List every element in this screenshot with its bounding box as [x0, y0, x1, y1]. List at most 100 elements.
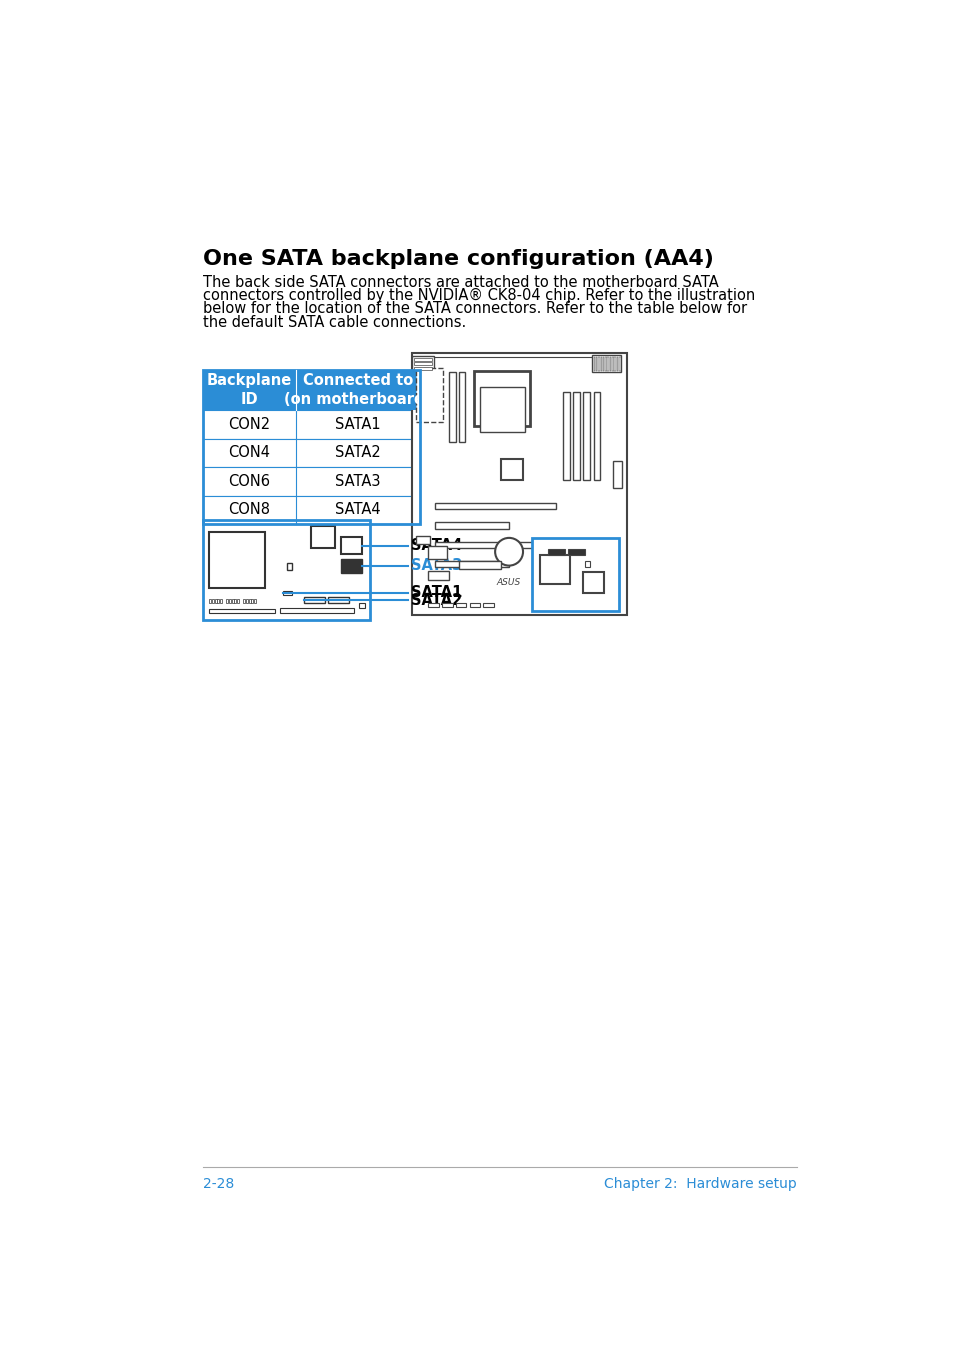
Text: SATA4: SATA4 — [335, 503, 380, 517]
Text: CON4: CON4 — [228, 446, 270, 461]
Bar — [567, 550, 584, 555]
Bar — [435, 523, 509, 528]
Bar — [604, 357, 606, 370]
Text: CON8: CON8 — [228, 503, 270, 517]
Bar — [328, 597, 349, 604]
Bar — [539, 555, 569, 584]
Bar — [209, 609, 274, 612]
Bar — [614, 357, 616, 370]
Bar — [203, 370, 419, 524]
Bar — [441, 603, 452, 607]
Bar — [209, 532, 265, 588]
Bar — [584, 561, 590, 567]
Bar — [479, 386, 524, 431]
Bar — [547, 550, 564, 555]
Bar — [203, 520, 369, 620]
Circle shape — [495, 538, 522, 566]
Bar — [435, 561, 509, 567]
Text: SATA1: SATA1 — [335, 417, 380, 432]
Bar — [246, 598, 248, 603]
Text: SATA4: SATA4 — [410, 538, 461, 553]
Bar — [252, 598, 253, 603]
Bar — [212, 598, 213, 603]
Bar — [458, 373, 464, 442]
Bar — [617, 357, 618, 370]
Bar — [607, 357, 608, 370]
Bar — [435, 503, 555, 509]
Bar — [236, 598, 239, 603]
Bar — [602, 357, 604, 370]
Text: Connected to
(on motherboard): Connected to (on motherboard) — [284, 373, 431, 407]
Bar — [532, 538, 618, 611]
Text: Backplane
ID: Backplane ID — [207, 373, 292, 407]
Bar — [286, 563, 292, 570]
Bar — [592, 355, 620, 373]
Text: SATA3: SATA3 — [410, 558, 461, 573]
Bar — [416, 369, 443, 423]
Bar — [618, 357, 620, 370]
Text: connectors controlled by the NVIDIA® CK8-04 chip. Refer to the illustration: connectors controlled by the NVIDIA® CK8… — [203, 288, 755, 304]
Bar — [414, 362, 432, 365]
Text: CON6: CON6 — [228, 474, 270, 489]
Bar — [458, 561, 500, 569]
Bar — [612, 461, 621, 488]
Bar — [249, 598, 251, 603]
Bar — [599, 357, 601, 370]
Text: SATA2: SATA2 — [335, 446, 380, 461]
Bar — [282, 590, 292, 594]
Bar — [243, 598, 245, 603]
Bar — [414, 358, 432, 361]
Bar — [280, 608, 354, 612]
Bar — [220, 598, 222, 603]
Bar — [203, 439, 419, 467]
Text: SATA1: SATA1 — [410, 585, 461, 600]
Bar — [359, 603, 365, 608]
Bar — [203, 496, 419, 524]
Text: CON2: CON2 — [228, 417, 271, 432]
Bar — [456, 603, 466, 607]
Text: ASUS: ASUS — [497, 578, 520, 588]
Bar — [474, 370, 530, 426]
Bar — [214, 598, 216, 603]
Bar — [412, 357, 434, 370]
Text: The back side SATA connectors are attached to the motherboard SATA: The back side SATA connectors are attach… — [203, 276, 718, 290]
Bar — [217, 598, 219, 603]
Bar — [596, 357, 597, 370]
Bar — [414, 367, 432, 370]
Bar — [234, 598, 236, 603]
Text: below for the location of the SATA connectors. Refer to the table below for: below for the location of the SATA conne… — [203, 301, 746, 316]
Bar — [412, 353, 626, 615]
Bar — [427, 546, 447, 559]
Bar — [311, 527, 335, 549]
Bar — [416, 536, 430, 544]
Bar — [427, 571, 449, 580]
Bar — [203, 370, 419, 411]
Bar — [582, 571, 604, 593]
Bar — [303, 597, 325, 604]
Bar — [593, 392, 599, 480]
Bar — [449, 373, 456, 442]
Text: Chapter 2:  Hardware setup: Chapter 2: Hardware setup — [603, 1177, 796, 1192]
Bar — [340, 538, 361, 554]
Text: the default SATA cable connections.: the default SATA cable connections. — [203, 315, 466, 330]
Text: 2-28: 2-28 — [203, 1177, 233, 1192]
Bar — [232, 598, 233, 603]
Bar — [253, 598, 255, 603]
Bar — [500, 458, 522, 480]
Bar — [469, 603, 480, 607]
Text: SATA2: SATA2 — [410, 593, 461, 608]
Bar — [573, 392, 579, 480]
Bar — [203, 411, 419, 439]
Bar — [483, 603, 494, 607]
Text: SATA3: SATA3 — [335, 474, 380, 489]
Text: One SATA backplane configuration (AA4): One SATA backplane configuration (AA4) — [203, 249, 713, 269]
Bar — [612, 357, 613, 370]
Bar — [229, 598, 231, 603]
Bar — [203, 467, 419, 496]
Bar — [340, 559, 361, 573]
Bar — [609, 357, 611, 370]
Bar — [598, 357, 599, 370]
Bar — [583, 392, 589, 480]
Bar — [209, 598, 211, 603]
Bar — [593, 357, 595, 370]
